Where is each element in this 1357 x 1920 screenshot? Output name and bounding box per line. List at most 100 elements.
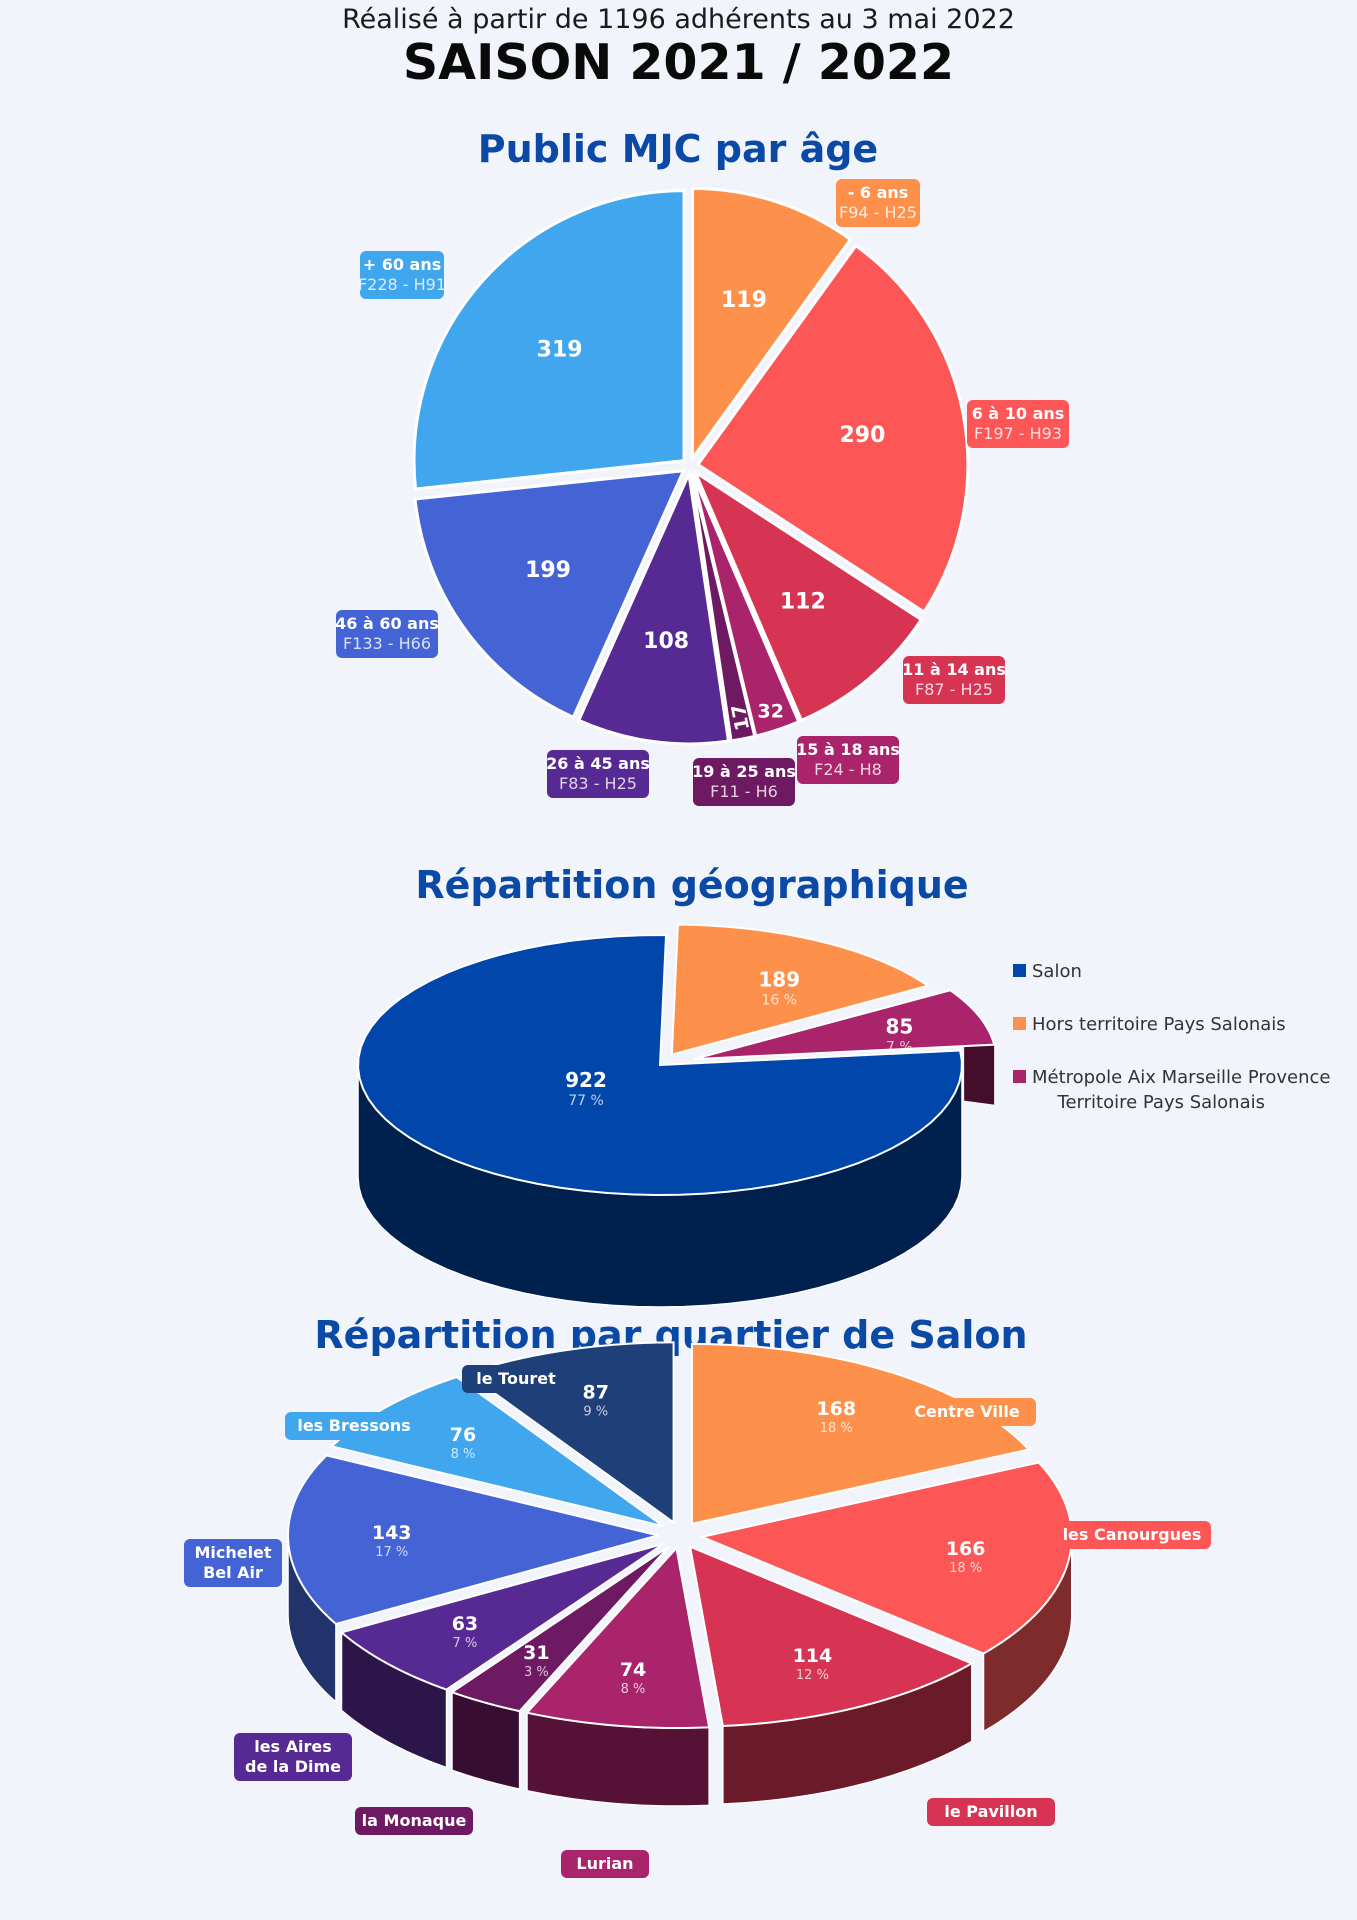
- label-name: Michelet: [194, 1543, 271, 1562]
- geo-slice-top: [357, 934, 963, 1196]
- label-name: - 6 ans: [848, 183, 909, 202]
- age-value-label: 108: [643, 629, 689, 654]
- quartier-slice-top: [287, 1454, 659, 1626]
- geo-value-label: 85: [885, 1014, 913, 1038]
- label-detail: F197 - H93: [974, 424, 1062, 443]
- quartier-slice-top: [525, 1545, 711, 1730]
- quartier-percent-label: 18 %: [949, 1561, 982, 1576]
- geo-slice-top: [693, 989, 996, 1061]
- label-name: le Touret: [476, 1369, 556, 1388]
- age-value-label: 32: [758, 700, 784, 722]
- label-name: la Monaque: [362, 1811, 467, 1830]
- header-title: SAISON 2021 / 2022: [402, 34, 955, 91]
- quartier-value-label: 63: [452, 1613, 478, 1635]
- age-slice: [690, 473, 757, 743]
- label-detail: F228 - H91: [358, 275, 446, 294]
- chart2-title: Répartition géographique: [415, 863, 968, 907]
- age-value-label: 17: [728, 702, 755, 732]
- geo-percent-label: 77 %: [568, 1093, 604, 1109]
- legend-label: Métropole Aix Marseille Provence: [1032, 1067, 1330, 1088]
- age-slice: [690, 186, 853, 464]
- label-name: + 60 ans: [363, 255, 442, 274]
- quartier-percent-label: 8 %: [451, 1447, 476, 1462]
- age-slice: [695, 243, 970, 615]
- quartier-percent-label: 18 %: [820, 1421, 853, 1436]
- legend-swatch: [1013, 964, 1026, 977]
- quartier-value-label: 166: [946, 1538, 986, 1560]
- label-name: 26 à 45 ans: [546, 754, 650, 773]
- quartier-value-label: 114: [793, 1645, 833, 1667]
- legend-swatch: [1013, 1070, 1026, 1083]
- quartier-value-label: 76: [450, 1424, 476, 1446]
- label-name: Bel Air: [203, 1563, 263, 1582]
- quartier-slice-top: [449, 1545, 670, 1713]
- quartier-name-label: Centre Ville: [898, 1398, 1036, 1426]
- quartier-percent-label: 3 %: [524, 1665, 549, 1680]
- label-detail: F133 - H66: [343, 634, 431, 653]
- quartier-value-label: 143: [372, 1522, 412, 1544]
- label-name: le Pavillon: [944, 1802, 1037, 1821]
- quartier-name-label: le Pavillon: [927, 1798, 1055, 1826]
- label-name: de la Dime: [245, 1757, 341, 1776]
- legend-label: Salon: [1032, 961, 1082, 982]
- quartier-name-label: les Canourgues: [1053, 1521, 1211, 1549]
- label-name: les Aires: [254, 1737, 332, 1756]
- quartier-percent-label: 7 %: [453, 1636, 478, 1651]
- label-detail: F24 - H8: [814, 760, 882, 779]
- legend-swatch: [1013, 1017, 1026, 1030]
- label-name: 19 à 25 ans: [692, 762, 796, 781]
- quartier-percent-label: 8 %: [621, 1682, 646, 1697]
- age-slice: [413, 468, 686, 720]
- label-name: Centre Ville: [914, 1402, 1020, 1421]
- label-detail: F94 - H25: [839, 203, 917, 222]
- age-value-label: 112: [780, 589, 826, 614]
- age-value-label: 119: [721, 288, 767, 313]
- quartier-name-label: la Monaque: [355, 1807, 473, 1835]
- quartier-name-label: le Touret: [462, 1365, 570, 1393]
- quartier-percent-label: 12 %: [796, 1668, 829, 1683]
- label-detail: F87 - H25: [915, 680, 993, 699]
- quartier-value-label: 31: [523, 1642, 549, 1664]
- label-name: Lurian: [576, 1854, 633, 1873]
- geo-value-label: 189: [758, 968, 800, 992]
- label-name: les Canourgues: [1063, 1525, 1202, 1544]
- age-slice: [691, 468, 924, 723]
- label-detail: F11 - H6: [710, 782, 778, 801]
- quartier-name-label: les Bressons: [285, 1412, 423, 1440]
- quartier-slice-top: [688, 1545, 975, 1728]
- legend-label: Territoire Pays Salonais: [1057, 1092, 1265, 1113]
- geo-value-label: 922: [565, 1068, 607, 1092]
- label-name: 6 à 10 ans: [972, 404, 1065, 423]
- quartier-slice-top: [698, 1461, 1073, 1655]
- label-name: les Bressons: [297, 1416, 410, 1435]
- label-name: 15 à 18 ans: [796, 740, 900, 759]
- geo-legend: Salon Hors territoire Pays Salonais Métrop…: [1013, 961, 1330, 1113]
- quartier-value-label: 74: [620, 1659, 646, 1681]
- geo-slice-wall: [964, 1040, 995, 1105]
- legend-label: Hors territoire Pays Salonais: [1032, 1014, 1286, 1035]
- quartier-percent-label: 9 %: [583, 1404, 608, 1419]
- age-slice: [412, 189, 686, 491]
- geo-percent-label: 16 %: [761, 993, 797, 1009]
- chart1-title: Public MJC par âge: [478, 127, 878, 171]
- header-subtitle: Réalisé à partir de 1196 adhérents au 3 …: [342, 4, 1015, 35]
- label-name: 11 à 14 ans: [902, 660, 1006, 679]
- quartier-slice-top: [339, 1542, 665, 1691]
- label-name: 46 à 60 ans: [335, 614, 439, 633]
- age-value-label: 199: [525, 558, 571, 583]
- geo-percent-label: 7 %: [886, 1039, 913, 1055]
- geo-slice-top: [670, 923, 931, 1056]
- age-value-label: 319: [537, 338, 583, 363]
